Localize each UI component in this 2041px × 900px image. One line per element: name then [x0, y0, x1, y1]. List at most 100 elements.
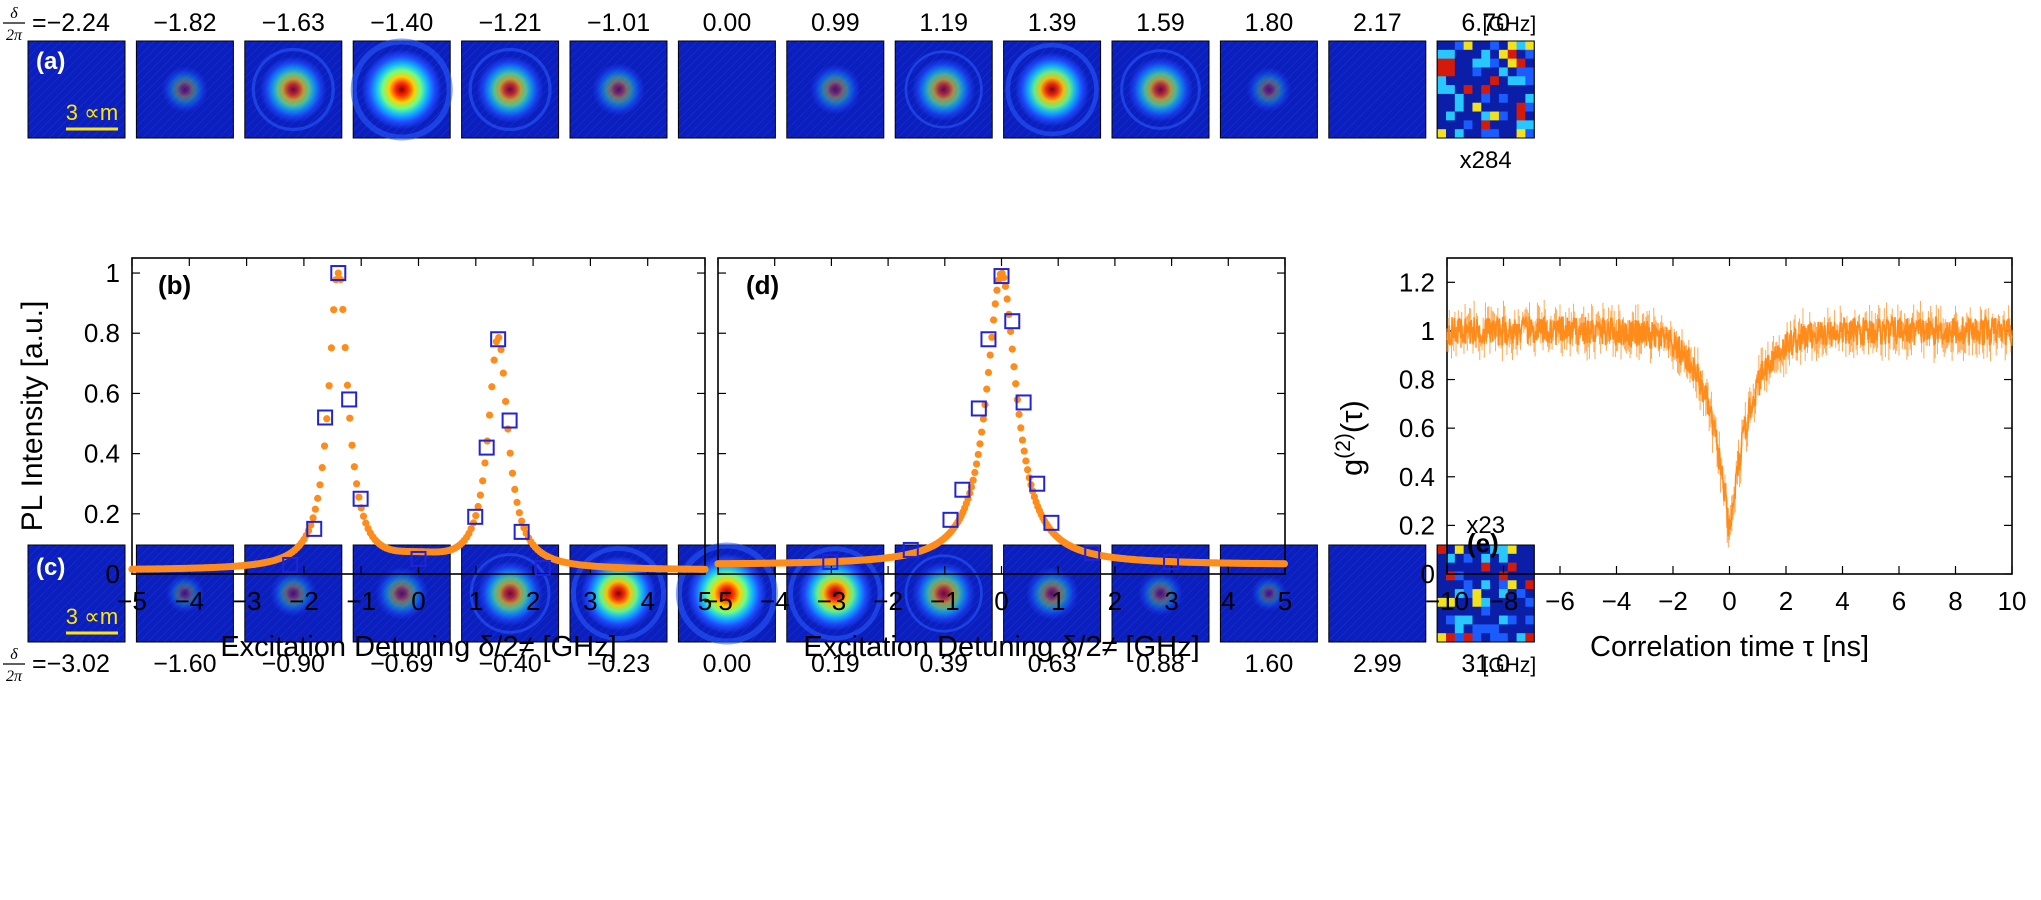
- image-marker: [306, 520, 323, 537]
- noise-pixel: [1454, 41, 1465, 51]
- noise-pixel: [1507, 571, 1517, 581]
- noise-pixel: [1463, 67, 1473, 77]
- noise-pixel: [1446, 553, 1456, 564]
- data-point: [476, 491, 484, 499]
- data-point: [701, 565, 709, 573]
- noise-pixel: [1446, 571, 1456, 581]
- x-tick-label: 3: [583, 586, 597, 616]
- ring-halo: [675, 542, 778, 645]
- panel-label: (a): [36, 48, 65, 75]
- image-marker: [317, 409, 334, 426]
- data-point: [508, 469, 517, 477]
- noise-pixel: [1490, 102, 1500, 112]
- x-tick-label: 6: [1892, 586, 1906, 616]
- data-point: [320, 442, 329, 450]
- image-marker: [1004, 313, 1021, 330]
- noise-pixel: [1463, 606, 1473, 616]
- noise-pixel: [1454, 49, 1465, 60]
- noise-pixel: [1446, 120, 1456, 130]
- noise-pixel: [1507, 580, 1517, 590]
- data-point: [515, 509, 523, 517]
- noise-pixel: [1490, 606, 1500, 616]
- image-tile: [27, 40, 126, 139]
- x-tick-label: 4: [1835, 586, 1849, 616]
- data-point: [323, 415, 331, 423]
- noise-pixel: [1472, 553, 1482, 564]
- noise-pixel: [1463, 120, 1473, 130]
- data-point: [986, 351, 994, 359]
- data-point: [1006, 327, 1015, 336]
- noise-pixel: [1437, 580, 1447, 590]
- x-tick-label: 2: [1779, 586, 1793, 616]
- noise-pixel: [1507, 76, 1517, 86]
- ring-halo: [350, 38, 453, 141]
- noise-pixel: [1481, 67, 1491, 77]
- noise-pixel: [1525, 562, 1535, 572]
- noise-pixel: [1498, 624, 1509, 634]
- image-tile: [1328, 40, 1427, 139]
- data-point: [1010, 363, 1018, 371]
- noise-pixel: [1454, 102, 1465, 112]
- tile-border: [1436, 40, 1535, 139]
- noise-pixel: [1525, 120, 1535, 130]
- x-axis-label: Correlation time τ [ns]: [1590, 631, 1869, 663]
- data-point: [1008, 345, 1016, 353]
- emission-spot: [477, 561, 543, 626]
- noise-pixel: [1463, 615, 1473, 625]
- detuning-label: 2.99: [1353, 650, 1402, 678]
- data-point: [520, 524, 528, 532]
- noise-pixel: [1507, 545, 1517, 555]
- noise-pixel: [1472, 624, 1482, 634]
- data-point: [1000, 273, 1008, 282]
- noise-pixel: [1454, 606, 1465, 616]
- noise-pixel: [1454, 120, 1465, 130]
- data-point: [339, 305, 347, 314]
- noise-pixel: [1490, 615, 1500, 625]
- noise-pixel: [1507, 597, 1517, 608]
- noise-pixel: [1446, 129, 1456, 139]
- detuning-label: 0.19: [811, 650, 860, 678]
- data-point: [479, 477, 487, 485]
- x-tick-label: −10: [1425, 586, 1469, 616]
- data-point: [1020, 447, 1028, 455]
- noise-pixel: [1481, 58, 1491, 68]
- y-tick-label: 0: [106, 559, 120, 589]
- noise-pixel: [1481, 633, 1491, 643]
- y-axis-label: PL Intensity [a.u.]: [16, 301, 49, 532]
- g2-series-line: [1446, 314, 2013, 537]
- noise-pixel: [1481, 606, 1491, 616]
- tile-texture: [678, 41, 776, 138]
- tile-texture: [1328, 545, 1426, 642]
- noise-pixel: [1446, 85, 1456, 95]
- y-tick-label: 0.8: [1399, 365, 1435, 395]
- noise-pixel: [1446, 58, 1456, 68]
- image-tile: [1219, 40, 1318, 139]
- data-point: [518, 517, 526, 525]
- x-tick-label: −2: [873, 586, 903, 616]
- noise-pixel: [1454, 545, 1465, 555]
- detuning-label: 1.19: [919, 9, 968, 37]
- x-tick-label: −4: [1602, 586, 1632, 616]
- noise-pixel: [1490, 562, 1500, 572]
- noise-pixel: [1516, 597, 1526, 608]
- data-point: [348, 441, 356, 449]
- data-point: [334, 269, 342, 277]
- data-point: [988, 333, 996, 341]
- noise-pixel: [1446, 615, 1456, 625]
- noise-pixel: [1463, 571, 1473, 581]
- noise-pixel: [1507, 49, 1517, 60]
- noise-pixel: [1507, 111, 1517, 121]
- noise-pixel: [1481, 111, 1491, 121]
- noise-pixel: [1463, 76, 1473, 86]
- noise-pixel: [1516, 615, 1526, 625]
- data-point: [327, 344, 336, 352]
- data-point: [495, 333, 503, 342]
- image-tile: [677, 40, 776, 139]
- noise-pixel: [1498, 129, 1509, 139]
- noise-pixel: [1472, 562, 1482, 572]
- noise-pixel: [1463, 49, 1473, 60]
- y-tick-label: 0.2: [1399, 510, 1435, 540]
- image-marker: [467, 508, 484, 525]
- noise-pixel: [1463, 102, 1473, 112]
- y-tick-label: 0.8: [84, 318, 120, 348]
